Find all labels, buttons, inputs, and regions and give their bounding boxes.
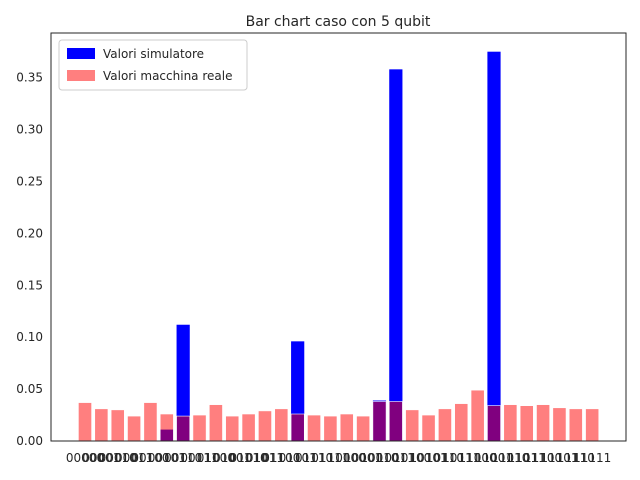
bar-s1-00110	[176, 415, 191, 442]
legend: Valori simulatore Valori macchina reale	[58, 39, 248, 91]
x-tick-label: 01000	[197, 451, 235, 465]
y-tick-label: 0.00	[16, 434, 43, 448]
x-tick-label: 11001	[475, 451, 513, 465]
bar-s0-10011	[389, 69, 403, 441]
bar-s1-00001	[94, 408, 109, 442]
bar-s1-01010	[241, 413, 256, 442]
bar-s1-00000	[78, 402, 92, 442]
x-tick-label: 11000	[459, 451, 497, 465]
y-tick-label: 0.30	[16, 123, 43, 137]
bar-s1-00100	[143, 402, 158, 442]
x-tick-label: 00001	[82, 451, 120, 465]
bar-s1-01001	[225, 415, 240, 442]
plot-frame	[50, 32, 627, 442]
x-tick-label: 10110	[426, 451, 464, 465]
legend-label-0: Valori simulatore	[103, 47, 204, 61]
x-tick-label: 00111	[180, 451, 218, 465]
bar-s1-10111	[454, 403, 469, 442]
bar-s1-00111	[192, 414, 207, 442]
bar-s1-01110	[307, 414, 321, 442]
legend-box	[58, 39, 248, 91]
bar-s1-00101	[159, 413, 174, 442]
x-tick-label: 10111	[442, 451, 480, 465]
x-tick-label: 01011	[246, 451, 284, 465]
y-tick-label: 0.15	[16, 278, 43, 292]
x-tick-label: 11110	[557, 451, 595, 465]
x-tick-label: 10011	[377, 451, 415, 465]
bar-s1-10000	[339, 413, 354, 442]
x-tick-label: 11100	[524, 451, 562, 465]
legend-swatch-0	[67, 48, 95, 59]
y-tick-label: 0.35	[16, 71, 43, 85]
x-tick-label: 01001	[213, 451, 251, 465]
chart-title: Bar chart caso con 5 qubit	[246, 14, 431, 30]
bar-s1-10101	[421, 414, 436, 442]
x-tick-label: 10000	[328, 451, 366, 465]
legend-label-1: Valori macchina reale	[103, 69, 232, 83]
bar-s1-01000	[208, 404, 223, 442]
bar-s1-00010	[110, 409, 125, 442]
x-tick-label: 00100	[131, 451, 169, 465]
bar-s1-11001	[487, 405, 501, 442]
x-tick-label: 11101	[540, 451, 578, 465]
x-tick-label: 11111	[573, 451, 611, 465]
y-tick-label: 0.25	[16, 174, 43, 188]
bar-s1-10010	[372, 401, 387, 442]
bar-s1-01011	[258, 410, 272, 442]
x-tick-label: 01111	[311, 451, 349, 465]
bar-s1-11011	[519, 405, 534, 442]
x-tick-label: 10010	[360, 451, 398, 465]
x-tick-label: 00010	[99, 451, 137, 465]
bar-s1-11101	[552, 407, 567, 442]
bar-s1-11100	[536, 404, 550, 442]
bar-s0-11001	[487, 51, 501, 441]
x-tick-label: 01101	[279, 451, 317, 465]
bar-s1-10011	[388, 401, 403, 442]
bar-s1-01101	[290, 413, 305, 442]
y-tick-label: 0.10	[16, 330, 43, 344]
bar-s1-11000	[470, 389, 485, 442]
x-tick-label: 01010	[230, 451, 268, 465]
legend-swatch-1	[67, 70, 95, 81]
bar-s1-01100	[274, 408, 289, 442]
bar-s1-11010	[503, 404, 518, 442]
bar-s1-10001	[356, 415, 371, 442]
bar-s1-11111	[585, 408, 600, 442]
bar-s1-10100	[405, 409, 420, 442]
x-tick-label: 11011	[508, 451, 546, 465]
y-tick-label: 0.20	[16, 226, 43, 240]
y-tick-label: 0.05	[16, 382, 43, 396]
x-tick-label: 01100	[262, 451, 300, 465]
bar-s1-00011	[127, 415, 141, 442]
bar-s0-00110	[176, 324, 190, 441]
bar-s1-10110	[438, 408, 452, 442]
x-tick-label: 10101	[409, 451, 447, 465]
x-tick-label: 01110	[295, 451, 333, 465]
axes-group: 0.000.050.100.150.200.250.300.3500000000…	[16, 32, 627, 465]
x-tick-label: 11010	[491, 451, 529, 465]
x-tick-label: 00110	[164, 451, 202, 465]
x-tick-label: 10001	[344, 451, 382, 465]
x-tick-label: 00101	[148, 451, 186, 465]
x-tick-label: 10100	[393, 451, 431, 465]
bar-s1-01111	[323, 415, 338, 442]
x-tick-label: 00000	[66, 451, 104, 465]
bar-s1-11110	[568, 408, 583, 442]
x-tick-label: 00011	[115, 451, 153, 465]
bars-group	[78, 51, 600, 442]
